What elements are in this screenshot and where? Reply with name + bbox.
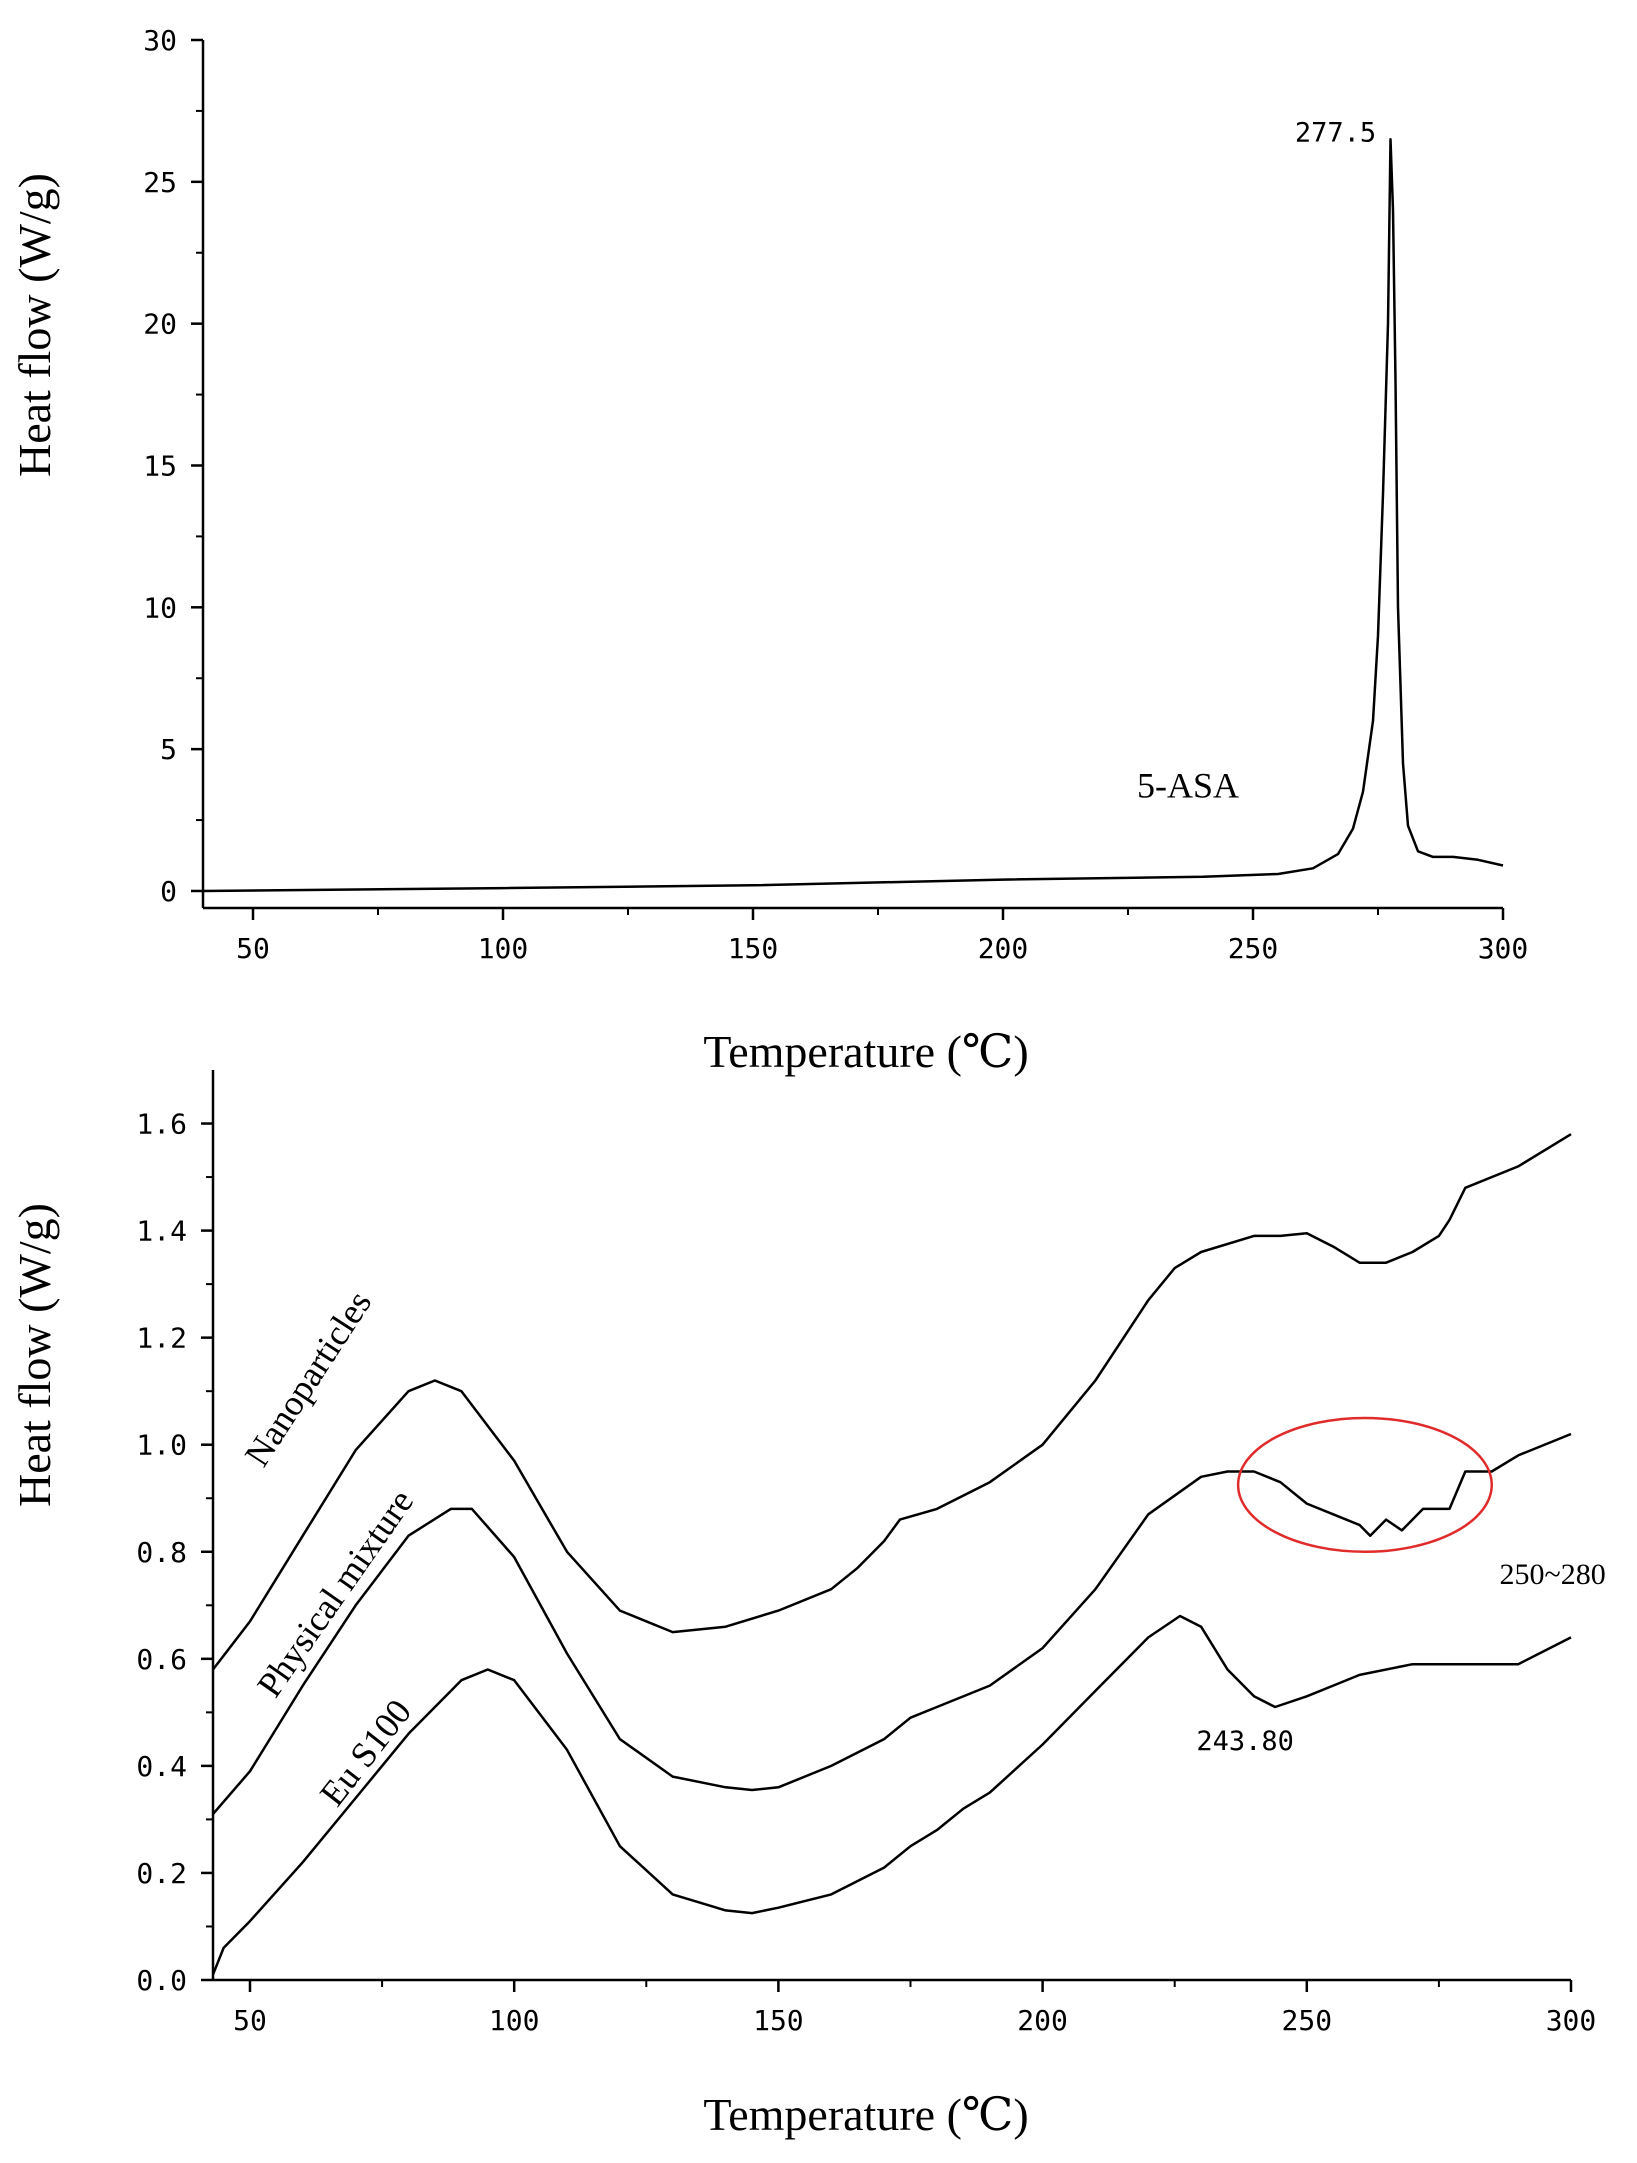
y-tick-label: 10	[143, 591, 177, 624]
chart-5asa: 0 5 10 15 20 25 30 50 100 150 200 250 300 Heat flow …	[9, 24, 1528, 1077]
series-label-5asa: 5-ASA	[1137, 765, 1239, 805]
chart-comparison-ticks: 0.0 0.2 0.4 0.6 0.8 1.0 1.2 1.4 1.6 50 100 150 200 25…	[136, 1108, 1596, 2037]
y-tick-label: 1.4	[136, 1215, 187, 1248]
y-tick-label: 0.4	[136, 1750, 187, 1783]
chart-comparison-axes	[211, 1070, 1571, 1982]
x-tick-label: 150	[753, 2004, 804, 2037]
series-line-eu-s100	[211, 1614, 1572, 1976]
x-tick-label: 50	[233, 2004, 267, 2037]
chart-5asa-ticks: 0 5 10 15 20 25 30 50 100 150 200 250 300	[143, 24, 1528, 965]
series-label-physical-mixture: Physical mixture	[249, 1482, 421, 1704]
peak-annotation: 277.5	[1295, 117, 1376, 148]
chart-comparison-series	[211, 1133, 1572, 1976]
y-axis-title: Heat flow (W/g)	[9, 1203, 60, 1507]
y-tick-label: 1.2	[136, 1322, 187, 1355]
y-tick-label: 5	[160, 733, 177, 766]
y-tick-label: 30	[143, 24, 177, 57]
x-tick-label: 150	[728, 932, 779, 965]
y-axis-title: Heat flow (W/g)	[9, 173, 60, 477]
x-tick-label: 250	[1228, 932, 1279, 965]
x-axis-title: Temperature (℃)	[703, 2089, 1028, 2140]
y-tick-label: 1.6	[136, 1108, 187, 1141]
y-tick-label: 0.8	[136, 1536, 187, 1569]
series-line-nanoparticles	[212, 1133, 1572, 1671]
x-tick-label: 250	[1282, 2004, 1333, 2037]
y-tick-label: 0	[160, 875, 177, 908]
highlight-ellipse	[1236, 1416, 1493, 1554]
x-tick-label: 300	[1546, 2004, 1597, 2037]
y-tick-label: 20	[143, 308, 177, 341]
x-tick-label: 300	[1478, 932, 1529, 965]
chart-5asa-series	[202, 138, 1504, 893]
x-axis-title: Temperature (℃)	[703, 1026, 1028, 1077]
trough-annotation: 243.80	[1196, 1726, 1294, 1757]
y-tick-label: 1.0	[136, 1429, 187, 1462]
x-tick-label: 50	[236, 932, 270, 965]
y-tick-label: 25	[143, 166, 177, 199]
chart-5asa-axes	[201, 40, 1503, 910]
y-tick-label: 15	[143, 449, 177, 482]
y-tick-label: 0.6	[136, 1643, 187, 1676]
chart-comparison: 0.0 0.2 0.4 0.6 0.8 1.0 1.2 1.4 1.6 50 100 150 200 25…	[9, 1070, 1606, 2140]
range-annotation: 250~280	[1499, 1558, 1605, 1591]
series-label-nanoparticles: Nanoparticles	[237, 1284, 379, 1473]
x-tick-label: 100	[478, 932, 529, 965]
series-line-5-asa	[202, 138, 1504, 893]
y-tick-label: 0.0	[136, 1964, 187, 1997]
series-line-physical-mixture	[212, 1432, 1572, 1815]
x-tick-label: 100	[489, 2004, 540, 2037]
series-label-eu-s100: Eu S100	[312, 1692, 419, 1814]
x-tick-label: 200	[1017, 2004, 1068, 2037]
x-tick-label: 200	[978, 932, 1029, 965]
y-tick-label: 0.2	[136, 1857, 187, 1890]
